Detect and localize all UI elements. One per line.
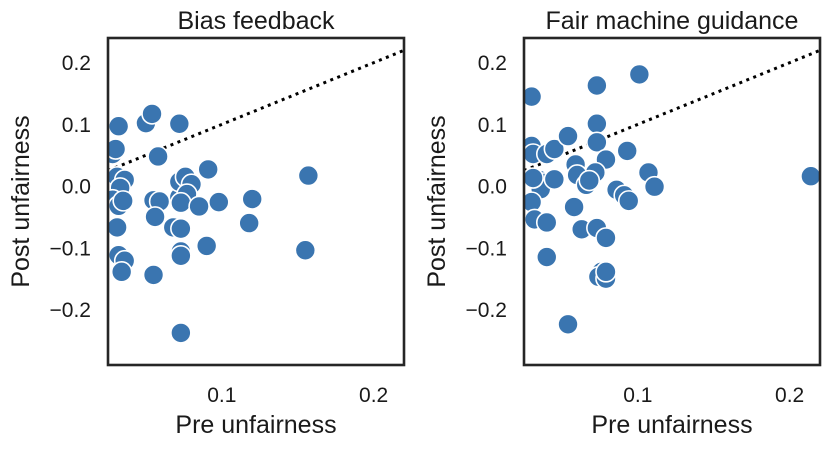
data-point — [586, 112, 608, 135]
chart-title: Fair machine guidance — [546, 7, 799, 35]
y-tick-label: 0.1 — [478, 114, 507, 137]
data-point — [595, 261, 617, 283]
y-tick-label: 0.1 — [62, 114, 91, 137]
y-tick-label: 0.0 — [478, 176, 507, 199]
points — [108, 48, 404, 344]
data-point — [617, 190, 640, 212]
data-point — [195, 235, 218, 257]
data-point — [112, 190, 134, 212]
data-point — [524, 85, 543, 108]
data-point — [628, 63, 651, 86]
y-axis-label: Post unfairness — [423, 115, 451, 287]
x-tick-label: 0.2 — [359, 384, 388, 407]
data-point — [524, 167, 544, 189]
data-point — [535, 246, 558, 268]
data-point — [168, 112, 191, 135]
points — [524, 48, 820, 336]
y-tick-label: 0.0 — [62, 176, 91, 199]
y-tick-label: −0.2 — [50, 299, 91, 322]
data-point — [208, 191, 230, 213]
y-tick-label: 0.2 — [478, 52, 507, 75]
data-point — [197, 158, 219, 181]
data-point — [108, 138, 127, 160]
data-point — [643, 175, 666, 198]
data-point — [578, 169, 601, 192]
data-point — [144, 206, 166, 228]
data-point — [141, 103, 163, 125]
y-axis-label: Post unfairness — [7, 115, 35, 287]
data-point — [294, 239, 317, 262]
data-point — [170, 217, 192, 240]
y-tick-label: −0.1 — [466, 237, 507, 260]
data-point — [616, 140, 639, 162]
data-point — [800, 165, 820, 188]
data-point — [543, 168, 566, 191]
data-point — [557, 125, 579, 147]
y-tick-label: 0.2 — [62, 52, 91, 75]
plot-frame — [522, 36, 822, 367]
y-tick-label: −0.2 — [466, 299, 507, 322]
data-point — [563, 196, 585, 218]
data-point — [170, 191, 192, 214]
data-point — [297, 164, 320, 187]
x-axis-label: Pre unfairness — [591, 411, 752, 439]
scatter-panel-fair-machine-guidance: Fair machine guidance 0.1 0.2 0.2 0.1 0.0 −0.1… — [423, 7, 822, 439]
data-point — [535, 211, 558, 234]
data-point — [188, 195, 210, 218]
data-point — [170, 244, 192, 267]
x-tick-label: 0.2 — [775, 384, 804, 407]
plot-frame — [106, 36, 406, 367]
data-point — [543, 138, 566, 160]
data-point — [147, 145, 169, 168]
scatter-panel-bias-feedback: Bias feedback 0.1 0.2 0.2 0.1 0.0 −0.1 −0.2 Pre … — [7, 7, 406, 439]
data-point — [108, 216, 128, 239]
chart-title: Bias feedback — [177, 7, 335, 35]
data-point — [142, 264, 165, 286]
identity-line — [524, 48, 820, 173]
data-point — [557, 313, 579, 336]
data-point — [586, 74, 608, 97]
x-axis-label: Pre unfairness — [175, 411, 336, 439]
y-tick-label: −0.1 — [50, 237, 91, 260]
data-point — [586, 131, 608, 154]
data-point — [238, 212, 260, 234]
data-point — [170, 322, 192, 344]
x-tick-label: 0.1 — [623, 384, 652, 407]
data-point — [108, 115, 130, 138]
x-tick-label: 0.1 — [207, 384, 236, 407]
data-point — [110, 261, 133, 283]
data-point — [241, 188, 264, 210]
data-point — [595, 227, 617, 249]
